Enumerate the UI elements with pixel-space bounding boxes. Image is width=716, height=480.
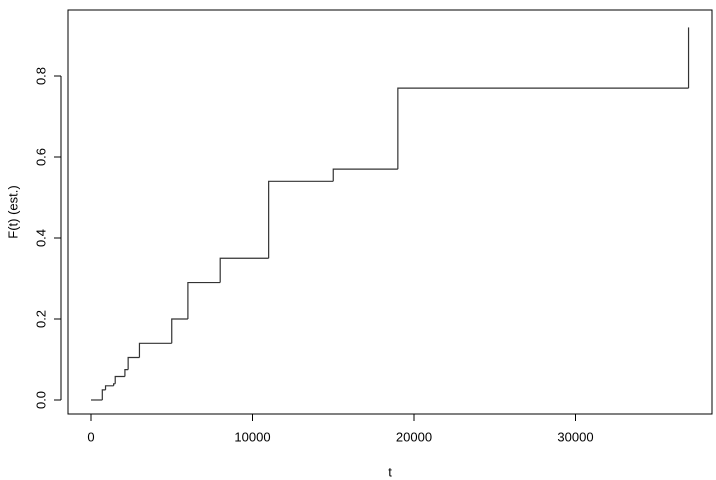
step-segment: [187, 281, 221, 319]
y-tick-label: 0.2: [33, 310, 48, 328]
step-segment: [268, 180, 334, 259]
y-tick-label: 0.6: [33, 148, 48, 166]
x-tick-label: 0: [87, 429, 94, 444]
x-axis-label: t: [388, 464, 392, 479]
step-segment: [101, 389, 106, 400]
step-segment: [124, 369, 129, 377]
x-tick-label: 20000: [396, 429, 432, 444]
step-segment: [171, 318, 188, 344]
step-segment: [397, 87, 689, 170]
step-segment: [104, 385, 114, 390]
step-segment: [127, 356, 140, 370]
x-tick-label: 30000: [557, 429, 593, 444]
step-segment: [219, 257, 269, 283]
y-axis-label: F(t) (est.): [5, 185, 20, 238]
y-tick-label: 0.0: [33, 391, 48, 409]
y-tick-label: 0.8: [33, 67, 48, 85]
x-tick-label: 10000: [234, 429, 270, 444]
step-segment: [113, 383, 116, 386]
step-segment: [332, 168, 398, 182]
step-segment: [114, 375, 125, 384]
y-tick-label: 0.4: [33, 229, 48, 247]
step-segment: [138, 342, 172, 358]
plot-box: [67, 9, 713, 415]
